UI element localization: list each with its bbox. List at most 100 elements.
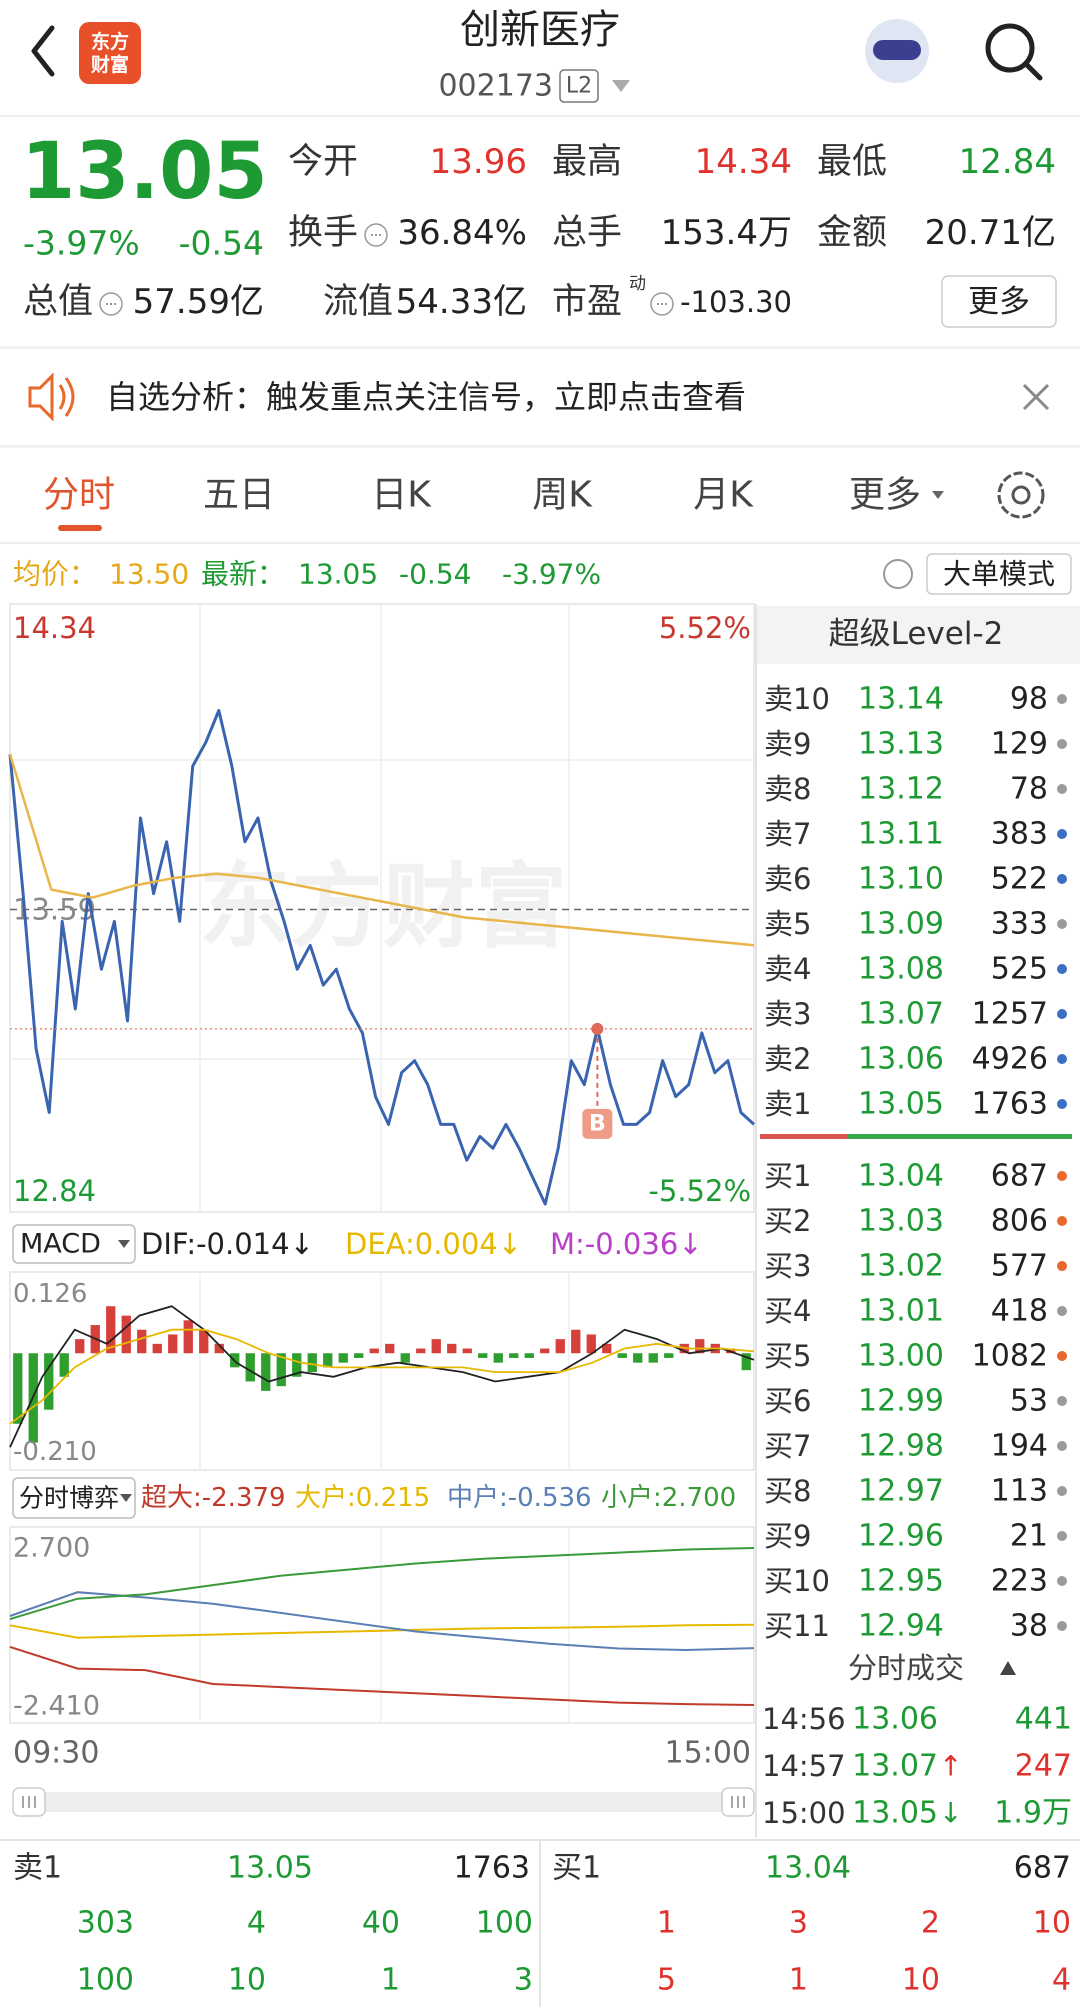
mode-button[interactable] xyxy=(926,553,1072,595)
queue-order: 10 xyxy=(228,1963,266,1998)
macd-bar xyxy=(199,1329,209,1354)
macd-bar xyxy=(75,1339,85,1354)
back-button[interactable] xyxy=(31,25,55,77)
stat-superscript: 动 xyxy=(629,274,646,294)
more-button-text[interactable]: 更多 xyxy=(968,284,1030,320)
book-price: 13.03 xyxy=(858,1204,944,1239)
stat-label: 总值 xyxy=(23,282,93,322)
queue-order: 1 xyxy=(381,1963,400,1998)
queue-order: 3 xyxy=(789,1906,808,1941)
macd-bar xyxy=(524,1353,534,1358)
section-gap xyxy=(0,346,1080,349)
book-price: 13.14 xyxy=(858,682,944,717)
info-icon[interactable] xyxy=(650,292,674,316)
order-flag xyxy=(1057,694,1067,704)
macd-bar xyxy=(106,1306,116,1354)
order-flag xyxy=(1057,1216,1067,1226)
search-icon[interactable] xyxy=(985,23,1035,73)
close-notice[interactable] xyxy=(1022,383,1050,411)
flow-title: 分时博弈 xyxy=(19,1484,119,1513)
book-label: 买1 xyxy=(764,1159,811,1193)
chart-tab[interactable]: 月K xyxy=(693,475,754,516)
y-tick-label: 0.126 xyxy=(13,1279,87,1309)
stat-value: 14.34 xyxy=(695,142,792,182)
settings-icon-core xyxy=(1011,485,1031,505)
flow-dropdown xyxy=(120,1494,132,1502)
macd-header-box[interactable] xyxy=(12,1224,136,1264)
order-flag xyxy=(1057,1306,1067,1316)
book-label: 买4 xyxy=(764,1294,811,1328)
flow-header-box[interactable] xyxy=(12,1477,136,1519)
book-price: 13.09 xyxy=(858,907,944,942)
trade-time: 15:00 xyxy=(762,1796,846,1830)
book-price: 13.07 xyxy=(858,997,944,1032)
book-volume: 78 xyxy=(1010,772,1048,807)
macd-bar xyxy=(617,1353,627,1358)
x-tick-label: 15:00 xyxy=(665,1736,751,1771)
macd-bar xyxy=(540,1348,550,1354)
macd-title: MACD xyxy=(20,1229,101,1260)
flow-line xyxy=(9,1645,755,1706)
book-volume: 1082 xyxy=(972,1339,1048,1374)
book-label: 买11 xyxy=(764,1609,830,1643)
stat-label: 流值 xyxy=(323,282,393,322)
chart-tab[interactable]: 日K xyxy=(371,475,432,516)
queue-price: 13.05 xyxy=(227,1851,313,1886)
stat-value: 36.84% xyxy=(397,213,527,253)
more-button[interactable] xyxy=(941,275,1057,328)
queue-order: 303 xyxy=(77,1906,134,1941)
stat-label: 今开 xyxy=(288,142,358,182)
chart-tab[interactable]: 分时 xyxy=(43,475,115,516)
queue-order: 2 xyxy=(921,1906,940,1941)
book-label: 买2 xyxy=(764,1204,811,1238)
book-price: 12.94 xyxy=(858,1609,944,1644)
flow-line xyxy=(9,1623,755,1639)
chart-tab[interactable]: 五日 xyxy=(203,475,275,516)
macd-line xyxy=(9,1328,755,1425)
book-price: 13.10 xyxy=(858,862,944,897)
trade-volume: 1.9万 xyxy=(994,1796,1072,1831)
time-scrollbar[interactable] xyxy=(13,1792,754,1812)
mode-button-text[interactable]: 大单模式 xyxy=(943,558,1055,591)
chart-tab[interactable]: 更多 xyxy=(849,475,921,516)
macd-bar xyxy=(323,1353,333,1368)
help-icon[interactable] xyxy=(883,559,913,589)
book-volume: 806 xyxy=(991,1204,1048,1239)
macd-bar xyxy=(261,1353,271,1391)
chart-tab[interactable]: 周K xyxy=(532,475,593,516)
book-price: 13.04 xyxy=(858,1159,944,1194)
order-flag xyxy=(1057,1441,1067,1451)
marker-point xyxy=(591,1022,604,1035)
stat-value: 153.4万 xyxy=(661,213,792,253)
change-pct: -3.97% xyxy=(23,224,140,263)
book-price: 13.12 xyxy=(858,772,944,807)
macd-bar xyxy=(509,1353,519,1358)
marker-badge[interactable] xyxy=(582,1108,613,1139)
notice-text[interactable]: 自选分析：触发重点关注信号，立即点击查看 xyxy=(106,378,746,416)
trades-title[interactable]: 分时成交 xyxy=(848,1651,964,1685)
latest-change: -0.54 xyxy=(399,558,471,591)
book-label: 买10 xyxy=(764,1564,830,1598)
queue-volume: 687 xyxy=(1014,1851,1071,1886)
level2-title: 超级Level-2 xyxy=(829,616,1004,652)
flow-line xyxy=(9,1547,755,1621)
info-icon[interactable] xyxy=(364,223,388,247)
queue-order: 4 xyxy=(1052,1963,1071,1998)
macd-line xyxy=(9,1305,755,1448)
order-flag xyxy=(1057,1531,1067,1541)
book-price: 13.06 xyxy=(858,1042,944,1077)
settings-icon[interactable] xyxy=(997,471,1045,519)
macd-bar xyxy=(633,1353,643,1363)
order-flag xyxy=(1057,1486,1067,1496)
marker-label[interactable]: B xyxy=(589,1111,606,1136)
book-price: 12.98 xyxy=(858,1429,944,1464)
macd-bar xyxy=(648,1353,658,1363)
info-icon[interactable] xyxy=(99,292,123,316)
macd-bar xyxy=(602,1343,612,1354)
book-volume: 53 xyxy=(1010,1384,1048,1419)
book-label: 卖8 xyxy=(764,772,811,806)
code-dropdown[interactable] xyxy=(612,80,630,92)
x-tick-label: 09:30 xyxy=(13,1736,99,1771)
order-flag xyxy=(1057,1009,1067,1019)
macd-bar xyxy=(354,1353,364,1358)
